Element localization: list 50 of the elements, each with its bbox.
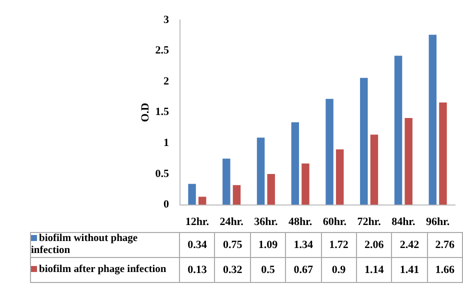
bar — [267, 174, 275, 205]
data-label: 0.32 — [214, 258, 250, 282]
data-label: 0.13 — [180, 258, 215, 282]
bar — [198, 196, 206, 205]
bar — [222, 158, 230, 205]
bar — [360, 78, 368, 205]
data-label: 0.5 — [250, 258, 286, 282]
data-label: 2.42 — [392, 232, 428, 258]
bar — [394, 56, 402, 205]
x-tick-label: 60hr. — [322, 216, 347, 228]
data-label: 0.9 — [321, 258, 356, 282]
x-tick-label: 96hr. — [426, 216, 450, 228]
y-tick-label: 0 — [164, 198, 170, 211]
bar — [326, 98, 334, 205]
y-tick-label: 2 — [164, 75, 170, 88]
bar — [188, 184, 196, 205]
bar — [336, 149, 344, 205]
data-label: 1.14 — [356, 258, 392, 282]
data-label: 2.76 — [427, 232, 462, 258]
bar — [404, 118, 412, 205]
x-tick-label: 84hr. — [392, 216, 416, 228]
x-tick-label: 72hr. — [357, 216, 382, 228]
legend-label: biofilm without phage infection — [31, 233, 138, 256]
bar — [302, 164, 310, 205]
bar — [439, 102, 447, 205]
y-tick-label: 1 — [164, 137, 169, 150]
legend-label: biofilm after phage infection — [39, 264, 166, 275]
bar — [232, 185, 241, 205]
data-label: 1.34 — [286, 232, 321, 258]
x-tick-label: 12hr. — [185, 216, 210, 228]
y-tick-label: 3 — [164, 14, 170, 26]
y-tick-label: 0.5 — [155, 168, 170, 180]
bar — [370, 134, 378, 205]
data-label: 1.09 — [250, 232, 286, 258]
bar — [428, 34, 437, 205]
y-tick-label: 2.5 — [155, 44, 170, 57]
data-label: 0.34 — [180, 232, 215, 258]
x-tick-label: 24hr. — [220, 216, 244, 228]
x-tick-label: 36hr. — [254, 216, 278, 228]
bar — [291, 122, 300, 205]
data-label: 0.67 — [286, 258, 321, 282]
bar — [256, 138, 265, 205]
data-label: 2.06 — [356, 232, 392, 258]
y-axis-title: O.D — [139, 102, 152, 122]
data-label: 1.66 — [427, 258, 462, 282]
data-label: 1.72 — [321, 232, 356, 258]
y-tick-label: 1.5 — [155, 106, 170, 118]
data-label: 0.75 — [214, 232, 250, 258]
data-label: 1.41 — [392, 258, 428, 282]
x-tick-label: 48hr. — [288, 216, 312, 228]
